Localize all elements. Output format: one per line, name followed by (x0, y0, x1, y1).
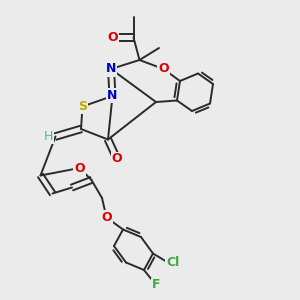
Text: O: O (107, 31, 118, 44)
Text: S: S (78, 100, 87, 113)
Text: Cl: Cl (166, 256, 179, 269)
Text: O: O (101, 211, 112, 224)
Text: H: H (43, 130, 53, 143)
Text: N: N (106, 62, 116, 76)
Text: N: N (107, 89, 118, 103)
Text: O: O (158, 62, 169, 76)
Text: O: O (74, 161, 85, 175)
Text: F: F (152, 278, 160, 292)
Text: O: O (112, 152, 122, 166)
